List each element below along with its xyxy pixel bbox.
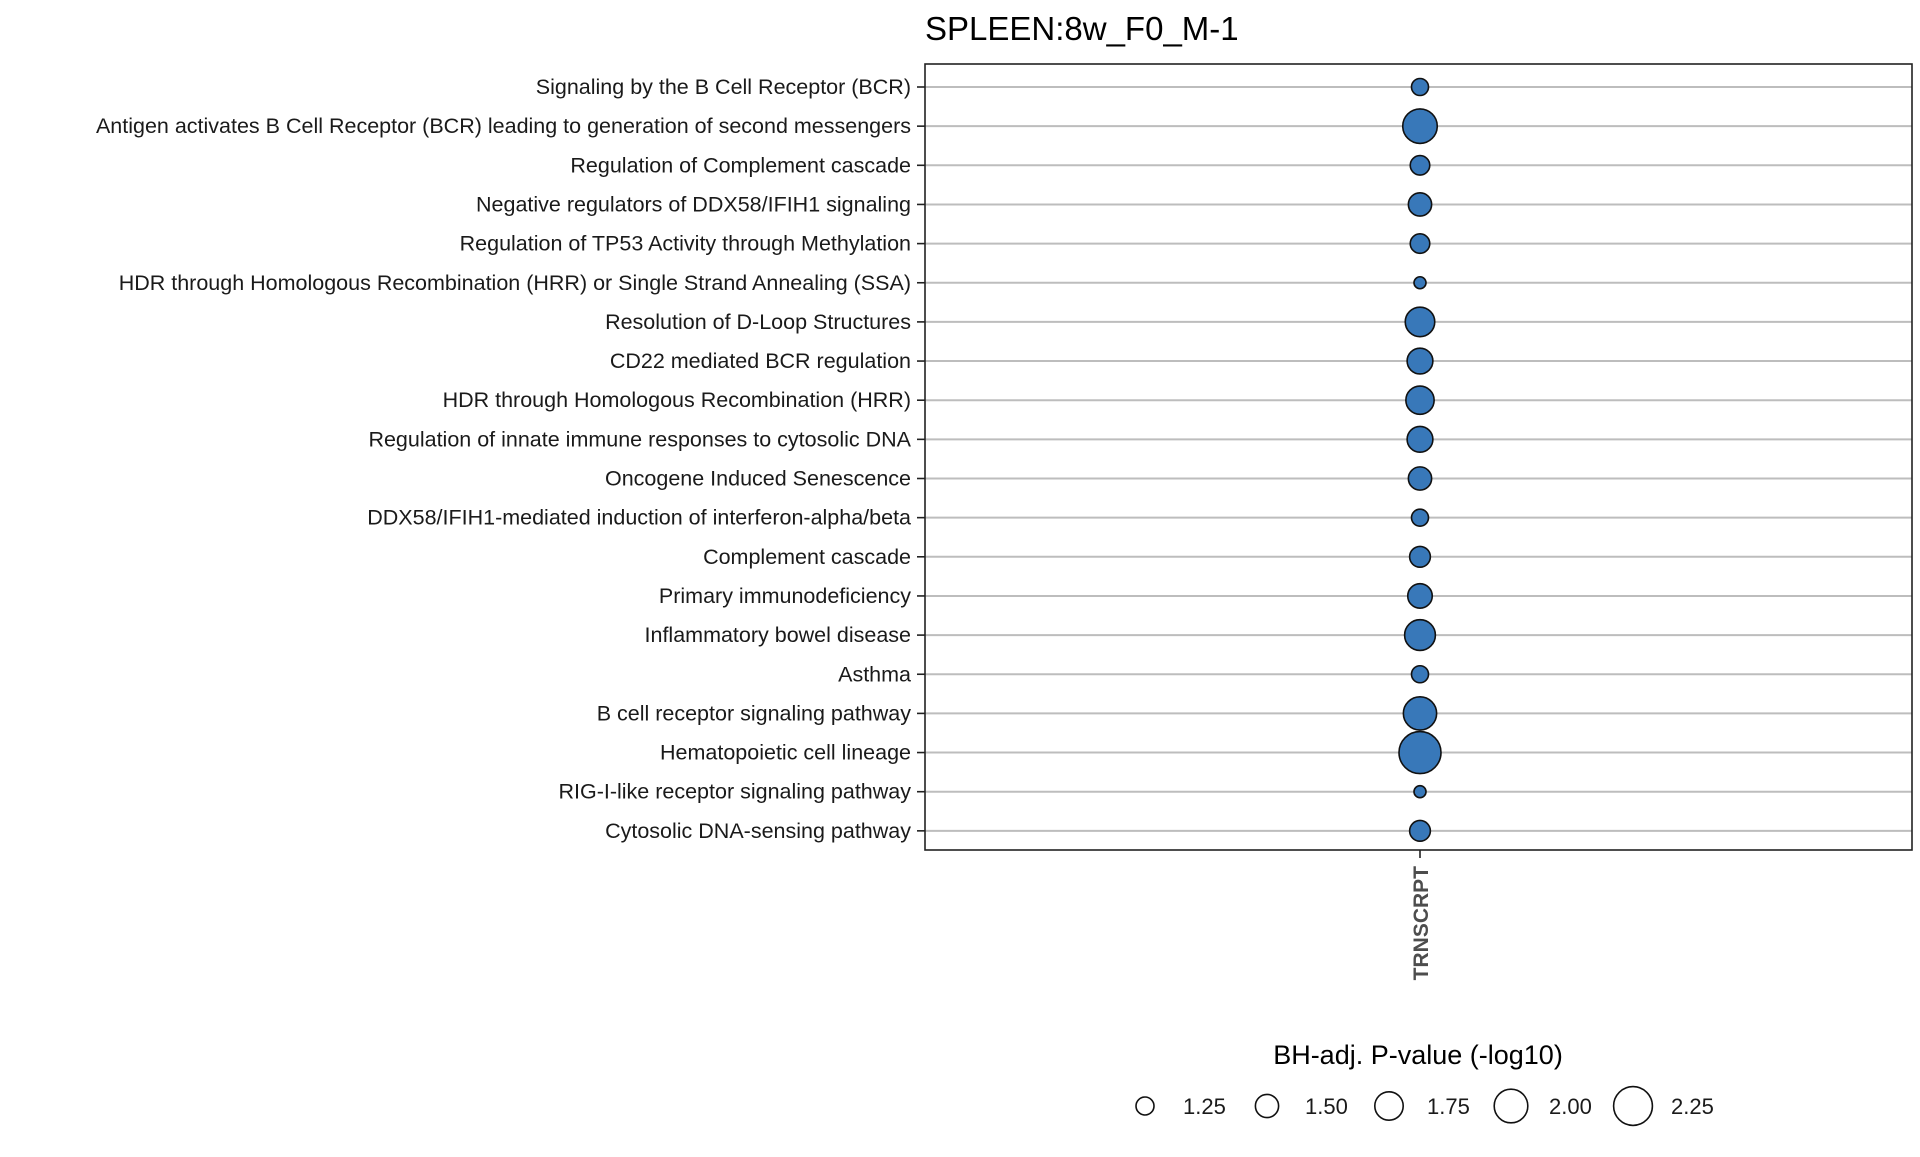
data-points xyxy=(1398,77,1442,843)
data-point xyxy=(1410,508,1430,527)
legend-symbol xyxy=(1612,1085,1654,1127)
data-point xyxy=(1408,819,1432,843)
y-tick-label: B cell receptor signaling pathway xyxy=(597,701,912,725)
data-point xyxy=(1404,306,1436,338)
data-point xyxy=(1409,233,1431,255)
y-tick-label: Inflammatory bowel disease xyxy=(645,623,911,647)
y-tick-label: Resolution of D-Loop Structures xyxy=(605,310,911,334)
y-tick-label: Antigen activates B Cell Receptor (BCR) … xyxy=(96,114,911,138)
y-tick-label: HDR through Homologous Recombination (HR… xyxy=(443,388,911,412)
legend-label: 1.75 xyxy=(1427,1094,1470,1119)
chart-title: SPLEEN:8w_F0_M-1 xyxy=(925,10,1239,47)
y-tick-label: Negative regulators of DDX58/IFIH1 signa… xyxy=(476,192,911,216)
legend-label: 1.50 xyxy=(1305,1094,1348,1119)
size-legend: 1.25 1.50 1.75 2.00 2.25 xyxy=(1135,1085,1714,1127)
plot-panel xyxy=(924,63,1913,851)
y-tick-label: Primary immunodeficiency xyxy=(659,584,911,608)
data-point xyxy=(1408,545,1432,568)
x-axis-labels: TRNSCRPT xyxy=(1410,850,1433,980)
y-axis-labels: Signaling by the B Cell Receptor (BCR) An… xyxy=(96,75,925,843)
data-point xyxy=(1402,695,1438,731)
y-tick-label: Regulation of innate immune responses to… xyxy=(368,427,911,451)
y-tick-label: Hematopoietic cell lineage xyxy=(660,741,911,765)
data-point xyxy=(1410,664,1430,684)
y-tick-label: HDR through Homologous Recombination (HR… xyxy=(119,271,911,295)
y-tick-label: Cytosolic DNA-sensing pathway xyxy=(605,819,911,843)
legend-symbol xyxy=(1135,1096,1155,1116)
legend-label: 1.25 xyxy=(1183,1094,1226,1119)
data-point xyxy=(1407,192,1433,217)
legend-label: 2.25 xyxy=(1671,1094,1714,1119)
y-tick-label: CD22 mediated BCR regulation xyxy=(610,349,911,373)
legend-symbol xyxy=(1493,1088,1529,1124)
y-tick-label: RIG-I-like receptor signaling pathway xyxy=(558,780,911,804)
data-point xyxy=(1413,784,1427,799)
y-tick-label: Complement cascade xyxy=(703,545,911,569)
legend-label: 2.00 xyxy=(1549,1094,1592,1119)
y-tick-label: Oncogene Induced Senescence xyxy=(605,467,911,491)
x-tick-label: TRNSCRPT xyxy=(1410,866,1433,981)
data-point xyxy=(1409,154,1431,176)
data-point xyxy=(1398,730,1442,775)
data-point xyxy=(1413,275,1427,290)
data-point xyxy=(1406,425,1434,454)
y-tick-label: Regulation of TP53 Activity through Meth… xyxy=(460,232,911,256)
y-tick-label: Asthma xyxy=(838,662,911,686)
data-point xyxy=(1410,77,1430,97)
legend-title: BH-adj. P-value (-log10) xyxy=(1273,1040,1563,1070)
data-point xyxy=(1407,466,1433,491)
data-point xyxy=(1406,347,1434,375)
legend-symbol xyxy=(1254,1093,1280,1119)
data-point xyxy=(1401,108,1439,145)
data-point xyxy=(1403,618,1437,652)
y-tick-label: Signaling by the B Cell Receptor (BCR) xyxy=(536,75,911,99)
legend-symbol xyxy=(1374,1091,1405,1122)
data-point xyxy=(1405,385,1435,416)
y-tick-label: Regulation of Complement cascade xyxy=(570,153,911,177)
data-point xyxy=(1406,582,1434,610)
y-tick-label: DDX58/IFIH1-mediated induction of interf… xyxy=(367,506,911,530)
